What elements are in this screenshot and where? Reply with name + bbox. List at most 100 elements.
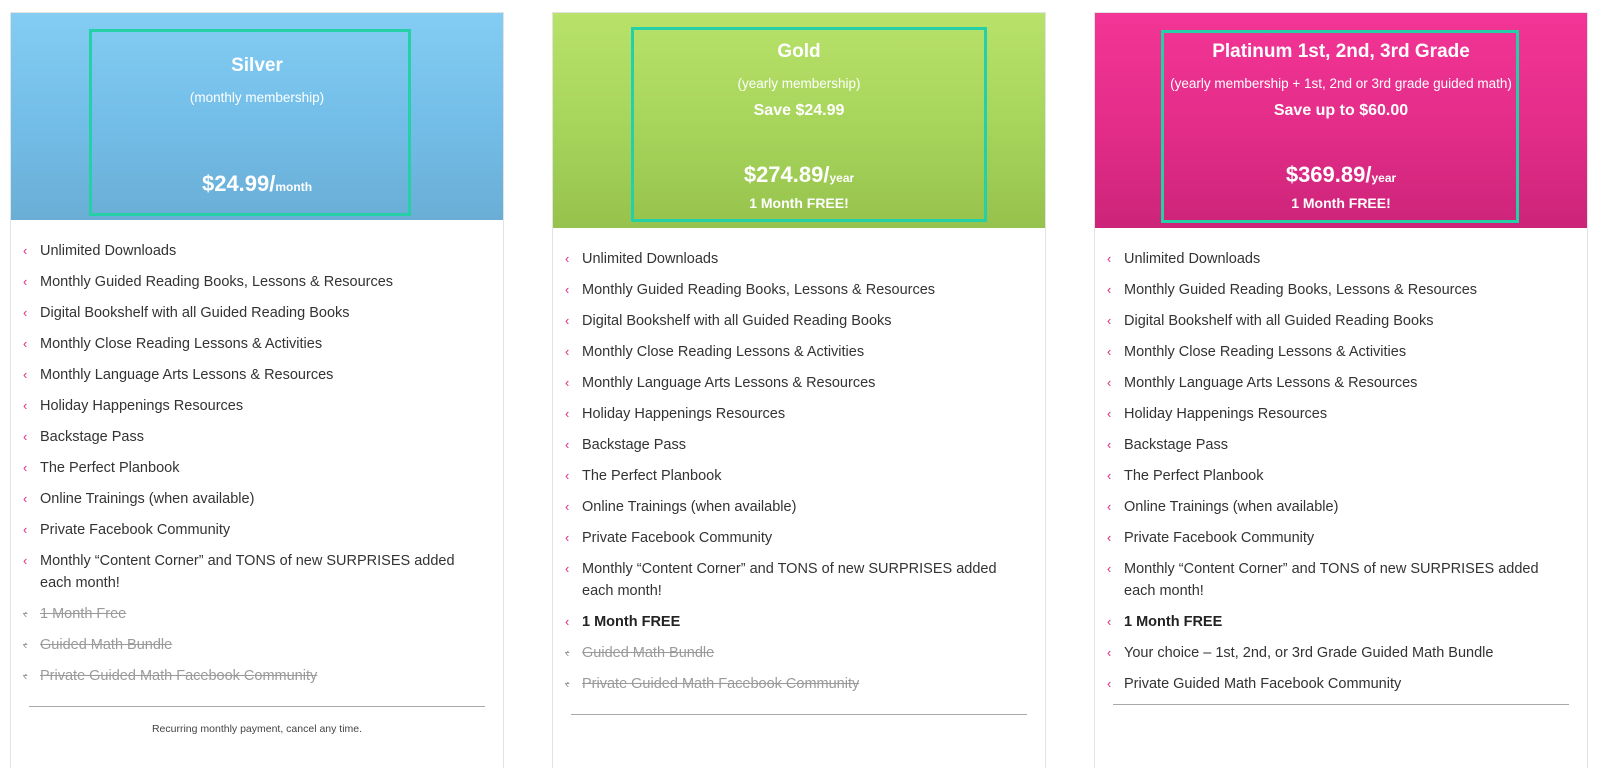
plan-subtitle: (yearly membership) xyxy=(737,76,861,91)
feature-item: ‹ Online Trainings (when available) xyxy=(1107,496,1573,518)
feature-item: ‹ Online Trainings (when available) xyxy=(23,488,489,510)
feature-item: ‹ The Perfect Planbook xyxy=(565,465,1031,487)
chevron-left-icon: ‹ xyxy=(565,468,570,483)
feature-label: Digital Bookshelf with all Guided Readin… xyxy=(40,305,350,321)
feature-item: ‹ Monthly Language Arts Lessons & Resourc… xyxy=(1107,372,1573,394)
divider xyxy=(1113,704,1569,705)
plan-header-platinum: Platinum 1st, 2nd, 3rd Grade (yearly mem… xyxy=(1095,13,1587,228)
feature-label: Backstage Pass xyxy=(582,437,686,453)
chevron-left-icon: ‹ xyxy=(23,336,28,351)
feature-label: Holiday Happenings Resources xyxy=(1124,406,1328,422)
divider xyxy=(571,714,1027,715)
feature-item: ‹ Private Guided Math Facebook Community xyxy=(1107,673,1573,695)
chevron-left-icon: ‹ xyxy=(23,367,28,382)
plan-subtitle: (yearly membership + 1st, 2nd or 3rd gra… xyxy=(1170,76,1512,91)
feature-item: ‹ Monthly “Content Corner” and TONS of ne… xyxy=(1107,558,1573,602)
feature-item: ‹ Private Facebook Community xyxy=(1107,527,1573,549)
chevron-left-icon: ‹ xyxy=(565,645,570,660)
plan-bonus: 1 Month FREE! xyxy=(749,195,849,211)
plan-header-silver: Silver (monthly membership) $24.99/month xyxy=(11,13,503,220)
feature-label: Private Facebook Community xyxy=(582,530,773,546)
chevron-left-icon: ‹ xyxy=(1107,561,1112,576)
feature-item: ‹ Monthly Close Reading Lessons & Activit… xyxy=(565,341,1031,363)
feature-item: ‹ Private Guided Math Facebook Community xyxy=(23,665,489,687)
plan-card-gold[interactable]: Gold (yearly membership) Save $24.99 $27… xyxy=(552,12,1046,768)
chevron-left-icon: ‹ xyxy=(23,522,28,537)
feature-item: ‹ Monthly Close Reading Lessons & Activit… xyxy=(23,333,489,355)
feature-list: ‹ Unlimited Downloads ‹ Monthly Guided Read… xyxy=(1095,248,1587,695)
feature-label: Private Facebook Community xyxy=(40,522,231,538)
chevron-left-icon: ‹ xyxy=(23,398,28,413)
feature-label: Backstage Pass xyxy=(1124,437,1228,453)
feature-label: The Perfect Planbook xyxy=(40,460,180,476)
feature-label: Online Trainings (when available) xyxy=(1124,499,1339,515)
feature-item: ‹ Monthly Guided Reading Books, Lessons &… xyxy=(565,279,1031,301)
feature-item: ‹ Monthly Guided Reading Books, Lessons &… xyxy=(1107,279,1573,301)
feature-label: Guided Math Bundle xyxy=(40,637,173,653)
price-amount: $274.89/ xyxy=(743,162,830,187)
feature-label: Monthly Guided Reading Books, Lessons & … xyxy=(582,282,936,298)
feature-item: ‹ Monthly Language Arts Lessons & Resourc… xyxy=(565,372,1031,394)
plan-subtitle: (monthly membership) xyxy=(189,90,325,105)
plan-card-silver[interactable]: Silver (monthly membership) $24.99/month… xyxy=(10,12,504,768)
chevron-left-icon: ‹ xyxy=(565,561,570,576)
feature-label: Monthly Language Arts Lessons & Resource… xyxy=(1124,375,1418,391)
plan-savings: Save $24.99 xyxy=(753,102,845,119)
feature-label: 1 Month FREE xyxy=(1124,614,1223,630)
chevron-left-icon: ‹ xyxy=(565,437,570,452)
feature-item: ‹ Online Trainings (when available) xyxy=(565,496,1031,518)
chevron-left-icon: ‹ xyxy=(23,243,28,258)
feature-item: ‹ Private Guided Math Facebook Community xyxy=(565,673,1031,695)
chevron-left-icon: ‹ xyxy=(565,282,570,297)
chevron-left-icon: ‹ xyxy=(565,251,570,266)
feature-label: Private Guided Math Facebook Community xyxy=(582,676,860,692)
payment-note: Recurring monthly payment, cancel any ti… xyxy=(151,723,363,735)
price-period: year xyxy=(829,171,855,185)
feature-item: ‹ Digital Bookshelf with all Guided Readi… xyxy=(23,302,489,324)
feature-item: ‹ Backstage Pass xyxy=(23,426,489,448)
feature-item: ‹ Monthly Language Arts Lessons & Resourc… xyxy=(23,364,489,386)
chevron-left-icon: ‹ xyxy=(565,614,570,629)
feature-label: Monthly “Content Corner” and TONS of new… xyxy=(582,561,997,599)
chevron-left-icon: ‹ xyxy=(23,460,28,475)
chevron-left-icon: ‹ xyxy=(1107,676,1112,691)
plan-bonus: 1 Month FREE! xyxy=(1291,195,1391,211)
plan-name: Platinum 1st, 2nd, 3rd Grade xyxy=(1212,41,1470,62)
feature-item: ‹ Private Facebook Community xyxy=(23,519,489,541)
feature-item: ‹ The Perfect Planbook xyxy=(23,457,489,479)
feature-item: ‹ Guided Math Bundle xyxy=(565,642,1031,664)
feature-label: Unlimited Downloads xyxy=(40,243,177,259)
feature-label: Monthly “Content Corner” and TONS of new… xyxy=(1124,561,1539,599)
feature-item: ‹ Monthly Guided Reading Books, Lessons &… xyxy=(23,271,489,293)
chevron-left-icon: ‹ xyxy=(565,499,570,514)
feature-item: ‹ Monthly “Content Corner” and TONS of ne… xyxy=(23,550,489,594)
feature-item: ‹ Holiday Happenings Resources xyxy=(1107,403,1573,425)
feature-label: Monthly “Content Corner” and TONS of new… xyxy=(40,553,455,591)
feature-label: The Perfect Planbook xyxy=(1124,468,1264,484)
feature-label: Backstage Pass xyxy=(40,429,144,445)
feature-label: Monthly Language Arts Lessons & Resource… xyxy=(40,367,334,383)
feature-label: Monthly Language Arts Lessons & Resource… xyxy=(582,375,876,391)
feature-item: ‹ Unlimited Downloads xyxy=(565,248,1031,270)
feature-label: Guided Math Bundle xyxy=(582,645,715,661)
feature-item: ‹ Monthly “Content Corner” and TONS of ne… xyxy=(565,558,1031,602)
feature-item: ‹ Unlimited Downloads xyxy=(1107,248,1573,270)
chevron-left-icon: ‹ xyxy=(23,637,28,652)
chevron-left-icon: ‹ xyxy=(1107,645,1112,660)
chevron-left-icon: ‹ xyxy=(23,491,28,506)
feature-item: ‹ 1 Month FREE xyxy=(565,611,1031,633)
plan-card-platinum[interactable]: Platinum 1st, 2nd, 3rd Grade (yearly mem… xyxy=(1094,12,1588,768)
feature-label: Monthly Close Reading Lessons & Activiti… xyxy=(1124,344,1407,360)
price-amount: $369.89/ xyxy=(1285,162,1372,187)
chevron-left-icon: ‹ xyxy=(565,676,570,691)
feature-label: Private Guided Math Facebook Community xyxy=(40,668,318,684)
feature-label: Holiday Happenings Resources xyxy=(582,406,786,422)
chevron-left-icon: ‹ xyxy=(23,606,28,621)
divider xyxy=(29,706,485,707)
chevron-left-icon: ‹ xyxy=(565,313,570,328)
chevron-left-icon: ‹ xyxy=(23,553,28,568)
plan-price: $24.99/month xyxy=(11,171,503,197)
plan-price: $369.89/year xyxy=(1095,162,1587,188)
feature-label: Private Facebook Community xyxy=(1124,530,1315,546)
